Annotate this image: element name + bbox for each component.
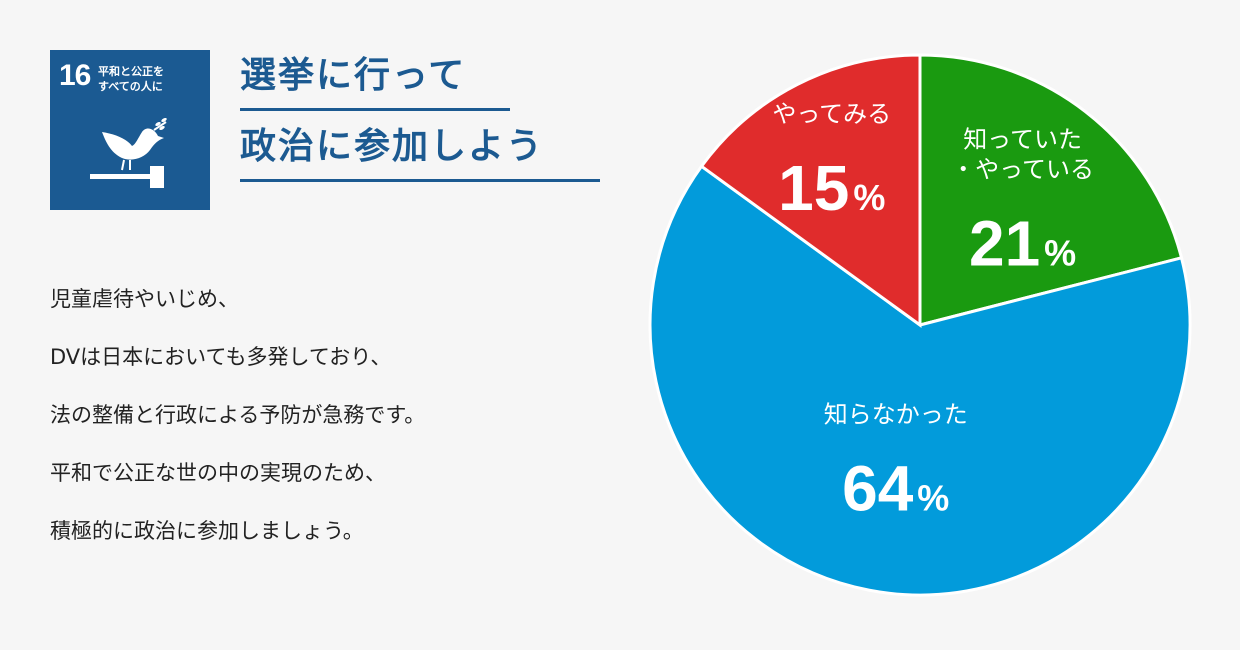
sdg-goal-text: 平和と公正を すべての人に — [98, 65, 164, 93]
pie-slice — [648, 164, 1192, 597]
pie-slice — [699, 53, 922, 328]
pie-slice — [918, 53, 1184, 327]
body-line: 積極的に政治に参加しましょう。 — [50, 519, 364, 543]
slice-label: やってみる — [772, 100, 891, 128]
body-line: 平和で公正な世の中の実現のため、 — [50, 461, 386, 485]
dove-gavel-icon — [90, 118, 167, 188]
slice-label: 知っていた — [963, 126, 1082, 154]
body-line: DVは日本においても多発しており、 — [50, 345, 392, 369]
headline-line-2: 政治に参加しよう — [240, 129, 600, 182]
sdg-16-badge: 16 平和と公正を すべての人に — [50, 50, 210, 210]
headline: 選挙に行って 政治に参加しよう — [240, 58, 600, 182]
headline-line-1: 選挙に行って — [240, 58, 510, 111]
slice-label: 知らなかった — [824, 400, 968, 428]
sdg-number: 16 — [59, 59, 91, 92]
body-paragraph: 児童虐待やいじめ、 DVは日本においても多発しており、 法の整備と行政による予防… — [50, 280, 425, 570]
body-line: 法の整備と行政による予防が急務です。 — [50, 403, 426, 427]
body-line: 児童虐待やいじめ、 — [50, 287, 239, 311]
slice-label: ・やっている — [951, 156, 1094, 184]
